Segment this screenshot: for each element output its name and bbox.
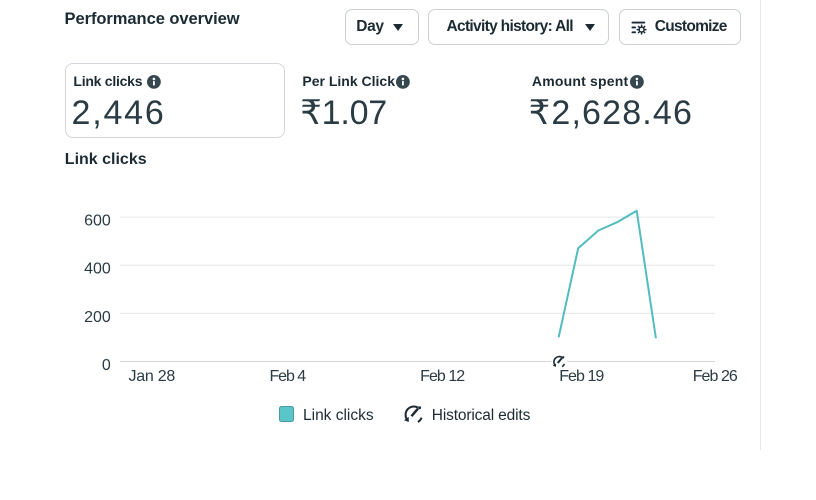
svg-text:600: 600	[84, 213, 111, 230]
svg-text:Feb 4: Feb 4	[269, 368, 306, 385]
svg-text:Feb 26: Feb 26	[693, 368, 738, 385]
svg-text:400: 400	[84, 261, 111, 278]
svg-text:Jan 28: Jan 28	[129, 368, 176, 385]
svg-text:0: 0	[102, 357, 111, 374]
svg-text:Feb 12: Feb 12	[420, 368, 465, 385]
svg-text:200: 200	[84, 309, 111, 326]
svg-text:Feb 19: Feb 19	[559, 368, 604, 385]
